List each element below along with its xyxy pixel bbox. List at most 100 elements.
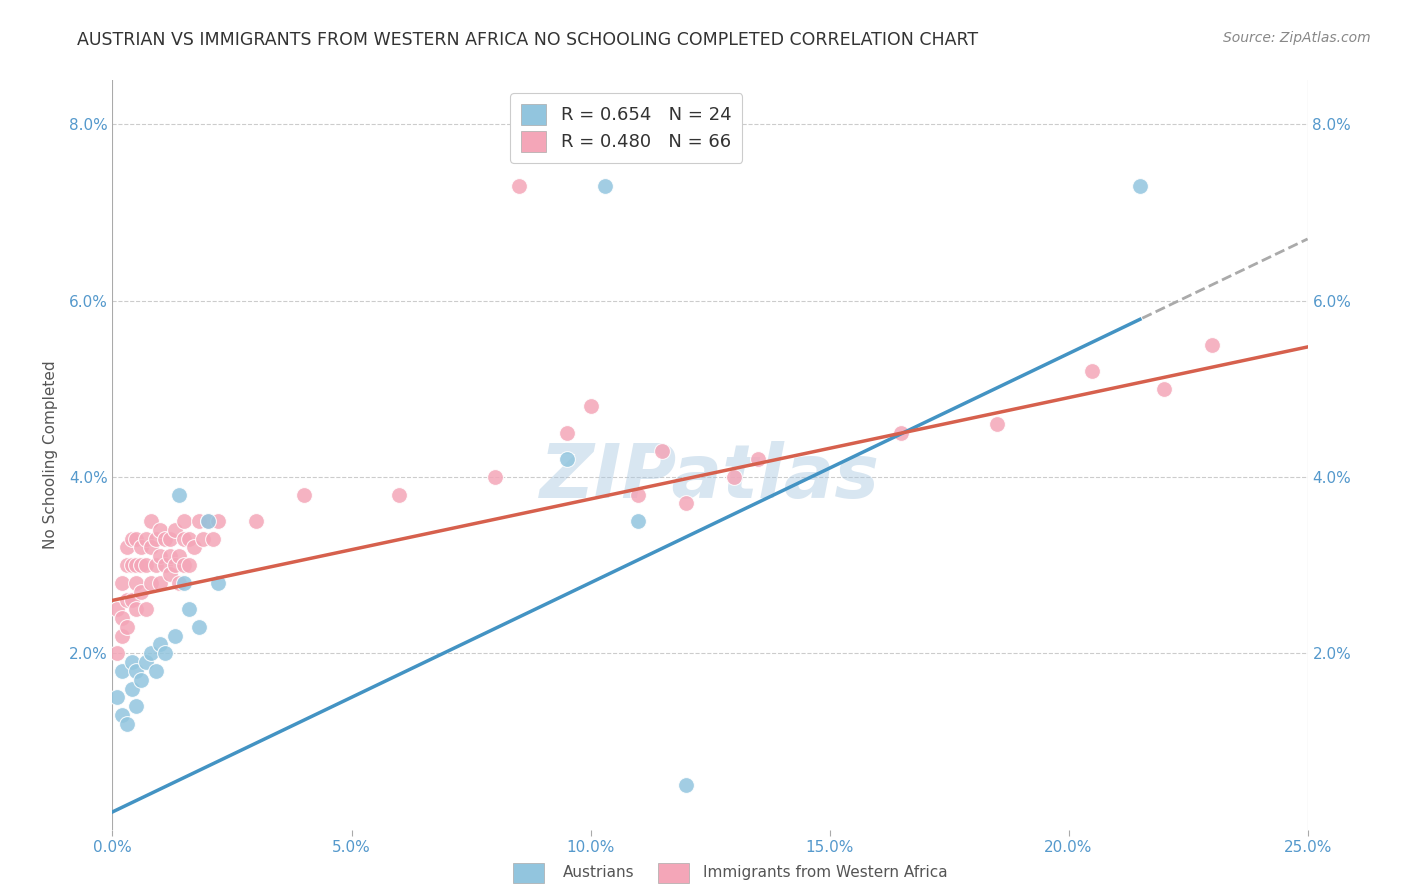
Point [115,593,138,607]
Point [183,541,205,555]
Point [675,496,697,510]
Point [125,558,148,573]
Point [125,602,148,616]
Point [201,532,224,546]
Point [555,425,578,440]
Point [1153,382,1175,396]
Text: Immigrants from Western Africa: Immigrants from Western Africa [703,865,948,880]
Point [139,646,162,660]
Point [484,470,506,484]
Point [149,575,172,590]
Point [173,558,195,573]
Point [105,690,128,705]
Point [125,575,148,590]
Point [121,532,143,546]
Point [187,620,209,634]
Text: ZIPatlas: ZIPatlas [540,441,880,514]
Point [145,664,167,678]
Point [579,400,602,414]
Point [135,558,157,573]
Point [173,575,195,590]
Point [125,699,148,714]
Point [129,673,152,687]
Point [159,566,181,581]
Point [153,558,176,573]
Point [651,443,673,458]
Point [388,487,411,501]
Point [1129,179,1152,194]
Point [890,425,912,440]
Point [139,575,162,590]
Point [121,593,143,607]
Point [723,470,745,484]
Text: Source: ZipAtlas.com: Source: ZipAtlas.com [1223,31,1371,45]
Point [111,708,134,723]
Point [121,681,143,696]
Point [986,417,1008,431]
Point [508,179,530,194]
Point [173,514,195,528]
Point [121,558,143,573]
Point [149,549,172,564]
Point [111,575,134,590]
Point [177,532,200,546]
Y-axis label: No Schooling Completed: No Schooling Completed [42,360,58,549]
Point [159,549,181,564]
Point [197,514,219,528]
Point [207,514,229,528]
Point [169,575,191,590]
Point [173,532,195,546]
Point [145,532,167,546]
Point [747,452,769,467]
Point [125,532,148,546]
Point [153,646,176,660]
Point [675,779,697,793]
Point [169,549,191,564]
Point [555,452,578,467]
Point [627,487,650,501]
Point [125,664,148,678]
Point [1081,364,1104,378]
Point [163,558,186,573]
Point [121,655,143,669]
Point [627,514,650,528]
Point [193,532,215,546]
Point [105,602,128,616]
Point [129,584,152,599]
Point [115,716,138,731]
Point [159,532,181,546]
Point [135,655,157,669]
Point [177,558,200,573]
Point [177,602,200,616]
Point [149,637,172,651]
Point [153,532,176,546]
Point [1201,337,1223,351]
Point [593,179,616,194]
Text: Austrians: Austrians [562,865,634,880]
Point [105,646,128,660]
Point [115,558,138,573]
Point [115,620,138,634]
Text: AUSTRIAN VS IMMIGRANTS FROM WESTERN AFRICA NO SCHOOLING COMPLETED CORRELATION CH: AUSTRIAN VS IMMIGRANTS FROM WESTERN AFRI… [77,31,979,49]
Point [129,541,152,555]
Point [129,558,152,573]
Point [135,602,157,616]
Point [115,541,138,555]
Point [149,523,172,537]
Point [111,611,134,625]
Point [197,514,219,528]
Point [187,514,209,528]
Point [111,629,134,643]
Point [145,558,167,573]
Point [169,487,191,501]
Point [163,629,186,643]
Point [292,487,315,501]
Point [135,532,157,546]
Point [139,514,162,528]
Point [139,541,162,555]
Point [207,575,229,590]
Point [245,514,267,528]
Point [163,523,186,537]
Point [111,664,134,678]
Legend: R = 0.654   N = 24, R = 0.480   N = 66: R = 0.654 N = 24, R = 0.480 N = 66 [510,93,742,162]
